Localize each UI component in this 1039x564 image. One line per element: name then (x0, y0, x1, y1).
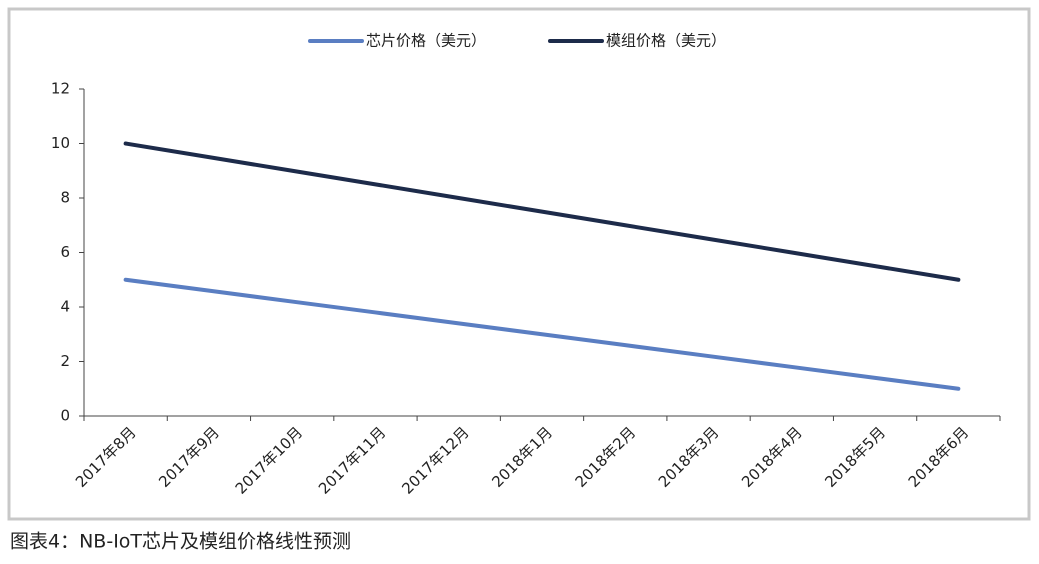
legend-label: 模组价格（美元） (606, 32, 726, 50)
y-tick-label: 2 (60, 352, 70, 370)
y-tick-label: 10 (51, 134, 70, 152)
y-tick-label: 4 (60, 298, 70, 316)
y-tick-label: 0 (60, 407, 70, 425)
y-tick-label: 8 (60, 189, 70, 207)
series-line (123, 277, 961, 391)
caption: 图表4：NB-IoT芯片及模组价格线性预测 (10, 531, 351, 553)
legend-label: 芯片价格（美元） (366, 32, 486, 50)
y-tick-label: 6 (60, 243, 70, 261)
series-line (123, 141, 961, 282)
y-tick-label: 12 (51, 80, 70, 98)
